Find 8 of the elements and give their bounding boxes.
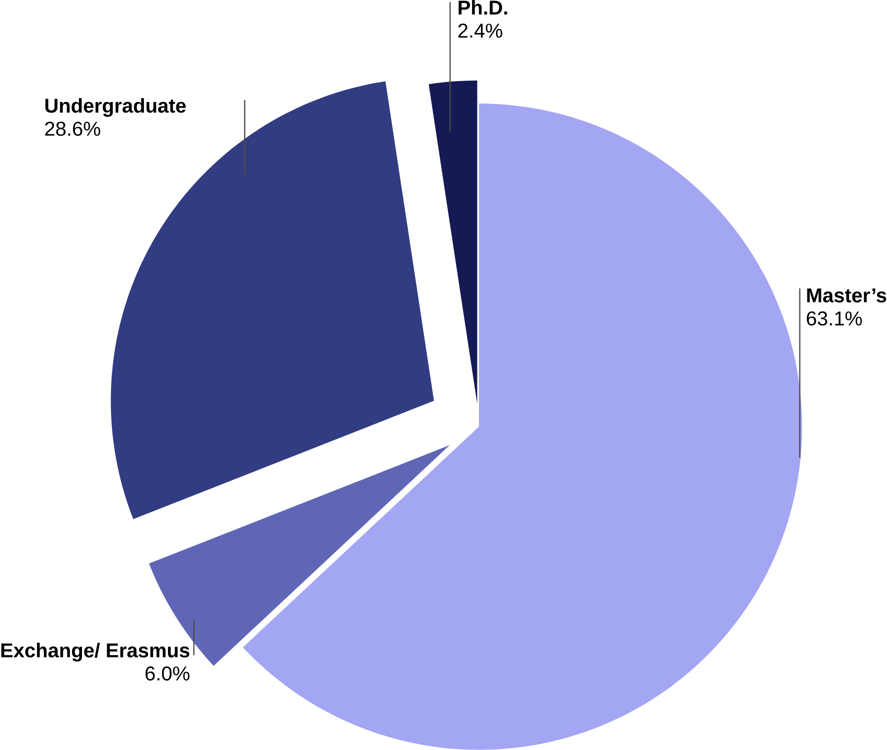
slice-label: Exchange/ Erasmus [1,642,190,662]
slice-label: Ph.D. [458,0,508,15]
slice-label: Undergraduate [45,98,186,117]
data-label: 6.0% [146,666,190,681]
slice-label: Master’s [807,288,886,303]
data-label: 63.1% [806,311,862,326]
data-label: 28.6% [45,122,100,136]
data-label: 2.4% [458,24,502,38]
